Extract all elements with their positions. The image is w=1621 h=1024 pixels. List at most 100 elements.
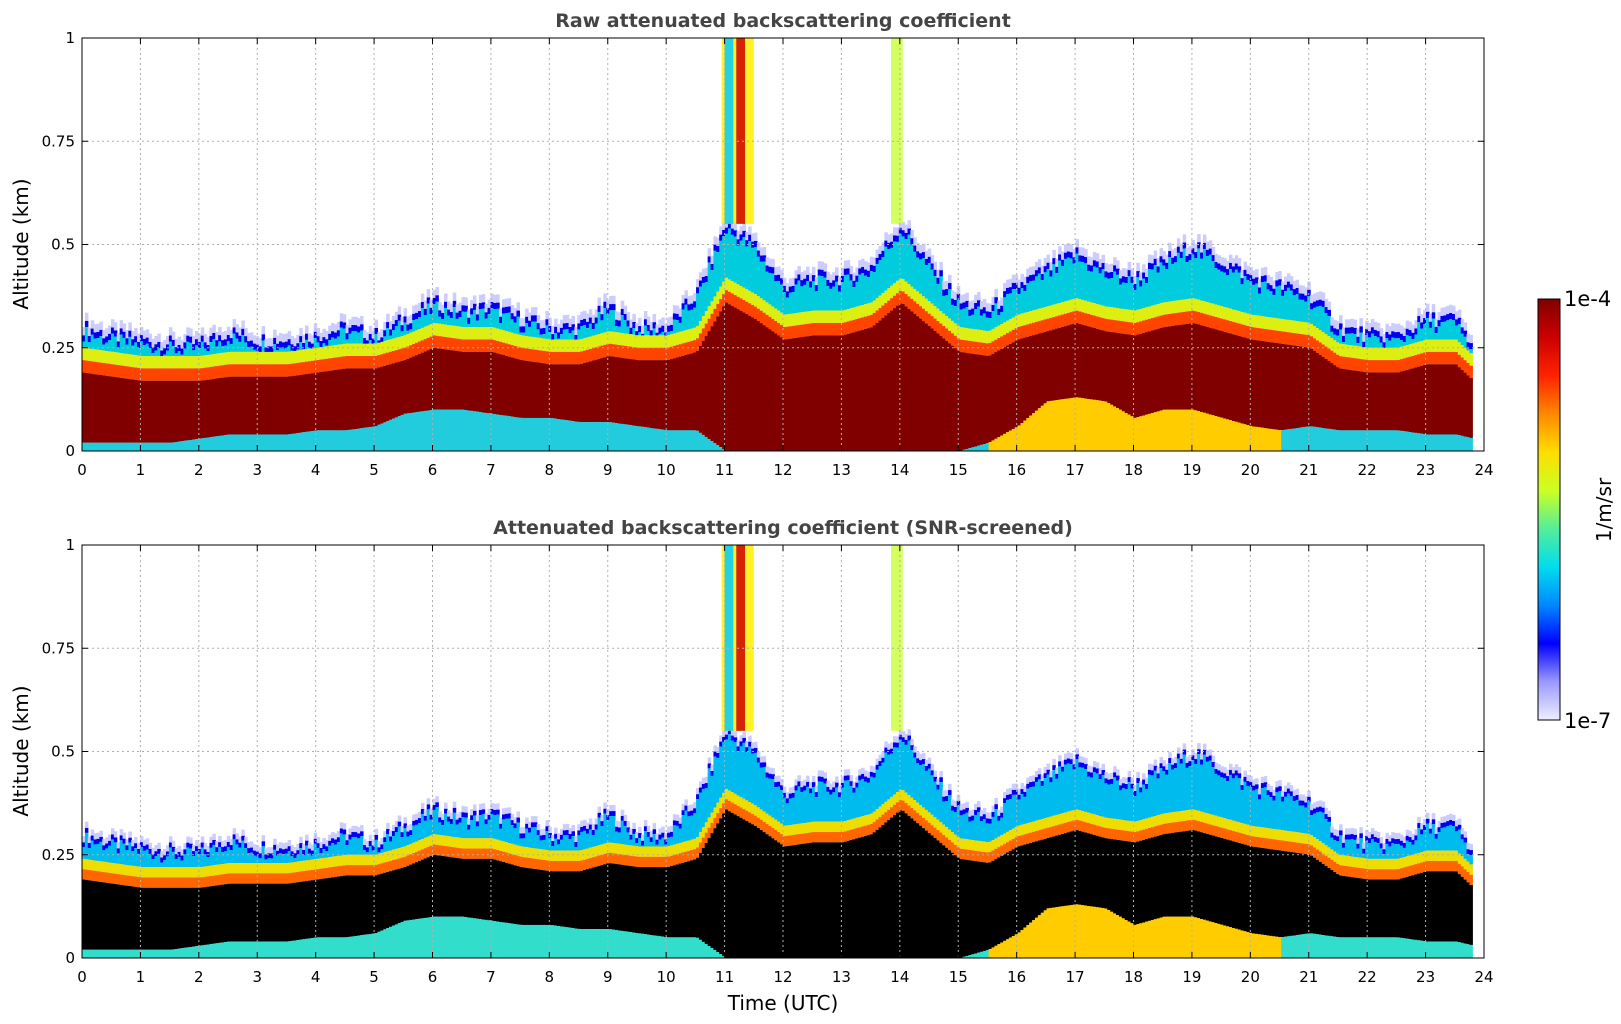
heatmap-cell [1359,326,1362,332]
heatmap-cell [128,832,131,838]
heatmap-cell [1047,254,1050,262]
heatmap-cell [496,303,499,309]
heatmap-cell [638,318,641,326]
heatmap-cell [1469,349,1472,353]
heatmap-cell [444,294,447,302]
heatmap-cell [85,822,88,828]
heatmap-cell [114,837,117,842]
heatmap-cell [1075,239,1078,247]
heatmap-cell [85,828,88,833]
heatmap-cell [1432,312,1435,318]
heatmap-cell [824,263,827,271]
heatmap-cell [1469,335,1472,343]
heatmap-cell [305,325,308,333]
x-tick-label: 5 [369,461,379,479]
heatmap-cell [375,320,378,328]
heatmap-cell [99,322,102,330]
heatmap-cell [534,307,537,315]
heatmap-cell [516,311,519,317]
heatmap-cell [305,834,308,840]
heatmap-cell [241,830,244,836]
heatmap-cell [189,837,192,843]
heatmap-cell [763,247,766,255]
cloud-plume [891,38,903,224]
heatmap-cell [375,835,378,840]
heatmap-cell [360,825,363,831]
heatmap-cell [85,321,88,327]
heatmap-cell [114,322,117,330]
heatmap-cell [157,843,160,849]
y-tick-label: 0.5 [51,236,75,254]
heatmap-cell [262,326,265,334]
heatmap-cell [201,836,204,842]
heatmap-cell [157,334,160,342]
heatmap-cell [632,314,635,322]
heatmap-cell [934,262,937,270]
x-tick-label: 7 [486,461,496,479]
heatmap-cell [453,293,456,301]
heatmap-cell [1052,250,1055,258]
panel-screened-title: Attenuated backscattering coefficient (S… [493,517,1073,539]
heatmap-cell [473,811,476,816]
heatmap-cell [427,798,430,804]
panel-raw-title: Raw attenuated backscattering coefficien… [555,10,1011,32]
x-tick-label: 1 [136,461,146,479]
heatmap-cell [375,829,378,835]
heatmap-cell [1255,269,1258,277]
heatmap-cell [1359,318,1362,326]
x-tick-label: 14 [890,461,909,479]
heatmap-cell [948,283,951,289]
heatmap-cell [1339,315,1342,323]
x-tick-label: 13 [832,461,851,479]
y-tick-label: 1 [65,29,75,47]
heatmap-cell [1469,366,1472,378]
heatmap-cell [435,802,438,807]
heatmap-cell [404,817,407,823]
heatmap-cell [496,294,499,302]
heatmap-cell [708,248,711,256]
heatmap-cell [473,296,476,304]
heatmap-cell [939,270,942,276]
heatmap-cell [343,823,346,829]
heatmap-cell [473,805,476,811]
heatmap-cell [1432,304,1435,312]
x-tick-label: 4 [311,461,321,479]
heatmap-cell [262,835,265,841]
y-tick-label: 0.75 [42,132,75,150]
heatmap-cell [612,296,615,304]
x-tick-label: 6 [428,461,438,479]
heatmap-cell [114,831,117,837]
x-tick-label: 9 [603,461,613,479]
cloud-plume [725,38,734,224]
heatmap-cell [343,830,346,835]
heatmap-cell [1197,234,1200,242]
heatmap-cell [1278,271,1281,279]
heatmap-cell [1116,260,1119,268]
heatmap-cell [653,314,656,322]
x-tick-label: 10 [657,461,676,479]
heatmap-cell [172,332,175,340]
heatmap-cell [398,815,401,821]
heatmap-cell [1469,353,1472,365]
heatmap-cell [572,316,575,324]
heatmap-cell [994,289,997,297]
heatmap-cell [360,831,363,836]
x-tick-label: 16 [1007,461,1026,479]
heatmap-cell [299,837,302,843]
heatmap-cell [1238,258,1241,266]
x-tick-label: 24 [1474,461,1493,479]
heatmap-cell [1154,251,1157,259]
x-tick-label: 18 [1124,461,1143,479]
heatmap-cell [516,302,519,310]
heatmap-cell [189,328,192,336]
heatmap-cell [212,325,215,333]
heatmap-cell [754,233,757,241]
heatmap-cell [386,823,389,829]
heatmap-cell [212,834,215,840]
heatmap-column [1469,335,1472,451]
heatmap-cell [1464,322,1467,330]
heatmap-cell [444,803,447,809]
heatmap-cell [464,806,467,812]
heatmap-cell [627,312,630,320]
